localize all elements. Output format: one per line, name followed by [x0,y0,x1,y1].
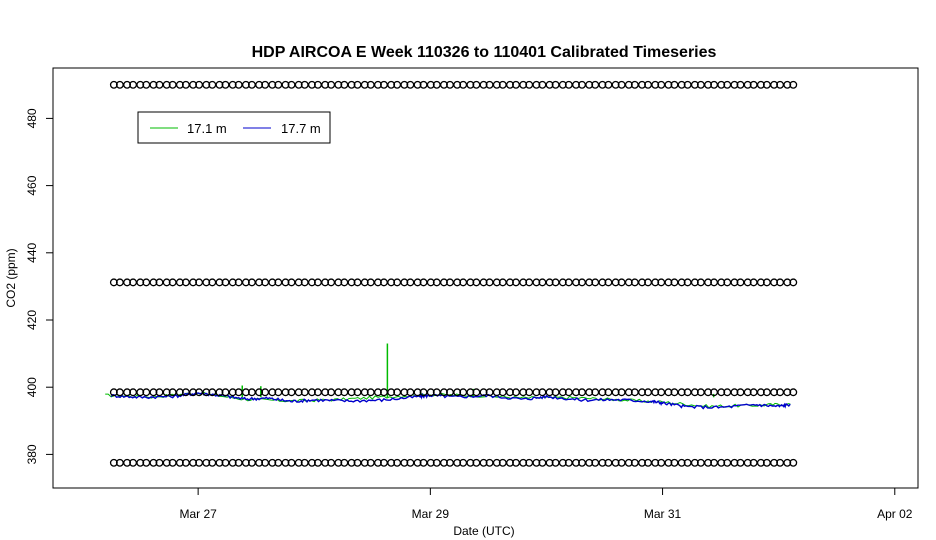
calibration-marker-3-51b [789,458,798,467]
y-axis: 380 400 420 440 460 480 [25,108,54,464]
legend-label-17-1m: 17.1 m [187,121,227,136]
x-axis: Mar 27 Mar 29 Mar 31 Apr 02 [179,487,913,521]
y-tick-label-1: 400 [25,377,39,397]
calibration-marker-0-51b [789,80,798,89]
x-tick-label-2: Mar 31 [644,507,682,521]
y-tick-label-4: 460 [25,175,39,195]
x-tick-label-3: Apr 02 [877,507,913,521]
x-tick-label-0: Mar 27 [179,507,217,521]
y-tick-label-3: 440 [25,242,39,262]
legend-label-17-7m: 17.7 m [281,121,321,136]
x-axis-title: Date (UTC) [453,524,514,538]
y-tick-label-2: 420 [25,310,39,330]
calibration-marker-layer [109,80,798,467]
y-tick-label-5: 480 [25,108,39,128]
calibration-marker-2-51b [789,388,798,397]
calibration-marker-1-51b [789,278,798,287]
chart-title: HDP AIRCOA E Week 110326 to 110401 Calib… [252,44,717,61]
x-tick-label-1: Mar 29 [412,507,450,521]
legend: 17.1 m 17.7 m [137,111,331,144]
y-tick-label-0: 380 [25,444,39,464]
series-layer [105,343,791,410]
y-axis-title: CO2 (ppm) [4,248,18,307]
